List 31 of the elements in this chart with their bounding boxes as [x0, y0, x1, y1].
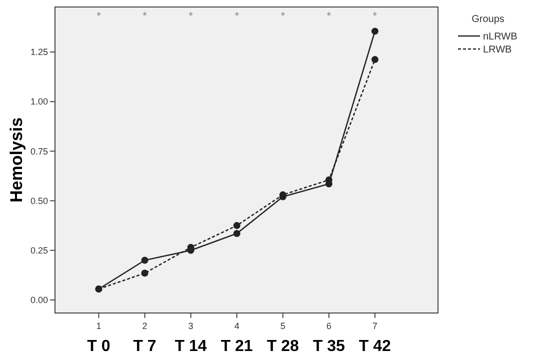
y-tick-label: 0.50 [30, 196, 48, 206]
text: T 28 [266, 338, 299, 355]
legend-label: nLRWB [483, 32, 518, 42]
x-tick-label: 5 [280, 321, 286, 331]
text: T 42 [358, 338, 392, 355]
y-tick-label: 0.75 [30, 146, 48, 156]
x-tick-label: 7 [372, 321, 378, 331]
legend-label: LRWB [483, 44, 512, 56]
x-tick-label: 1 [96, 321, 102, 331]
text: T 35 [312, 338, 346, 355]
text: T 21 [220, 338, 253, 355]
y-tick-label: 1.00 [30, 96, 48, 107]
x-tick-label: 3 [188, 321, 194, 331]
y-tick-label: 1.25 [30, 47, 48, 58]
annotation: * [142, 10, 148, 23]
text: T 14 [174, 338, 207, 355]
annotation: * [96, 10, 102, 23]
annotation: * [188, 10, 194, 23]
annotation: * [326, 10, 332, 23]
x-tick-label: 6 [326, 321, 332, 331]
annotation: * [234, 10, 240, 23]
x-tick-label: 4 [234, 321, 240, 331]
annotation: * [372, 10, 378, 23]
x-tick-label: 2 [142, 321, 148, 331]
legend-title: Groups [472, 14, 504, 25]
text: T 0 [87, 338, 110, 355]
annotation: * [280, 10, 286, 23]
y-axis-title: Hemolysis [7, 117, 26, 203]
y-tick-label: 0.00 [30, 295, 48, 306]
y-tick-label: 0.25 [30, 245, 48, 256]
text: T 7 [133, 338, 156, 355]
